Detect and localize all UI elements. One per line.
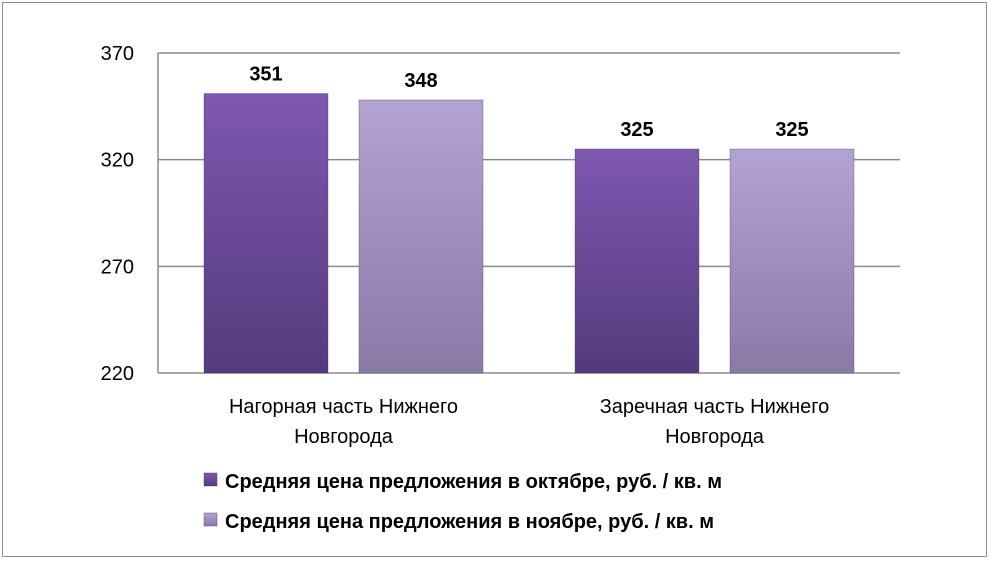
data-labels: 351 325 348 325	[249, 64, 808, 141]
bar	[574, 148, 700, 374]
data-label: 325	[620, 119, 653, 141]
category-label: Новгорода	[665, 426, 765, 448]
bar	[358, 99, 484, 374]
data-label: 351	[249, 64, 282, 86]
bar	[203, 93, 329, 374]
legend-swatch	[203, 512, 218, 527]
category-label: Новгорода	[294, 426, 394, 448]
data-label: 325	[775, 119, 808, 141]
y-tick-label: 320	[101, 150, 134, 172]
bar	[729, 148, 855, 374]
legend: Средняя цена предложения в октябре, руб.…	[203, 471, 722, 533]
data-label: 348	[404, 70, 437, 92]
bars	[203, 93, 855, 374]
x-axis: Нагорная часть Нижнего Новгорода Заречная …	[229, 396, 829, 448]
legend-label: Средняя цена предложения в ноябре, руб. …	[225, 511, 714, 533]
legend-swatch	[203, 472, 218, 487]
y-axis: 220 270 320 370	[101, 43, 159, 385]
category-label: Заречная часть Нижнего	[600, 396, 830, 418]
y-tick-label: 220	[101, 363, 134, 385]
y-tick-label: 370	[101, 43, 134, 65]
y-tick-label: 270	[101, 256, 134, 278]
legend-label: Средняя цена предложения в октябре, руб.…	[225, 471, 722, 493]
category-label: Нагорная часть Нижнего	[229, 396, 458, 418]
